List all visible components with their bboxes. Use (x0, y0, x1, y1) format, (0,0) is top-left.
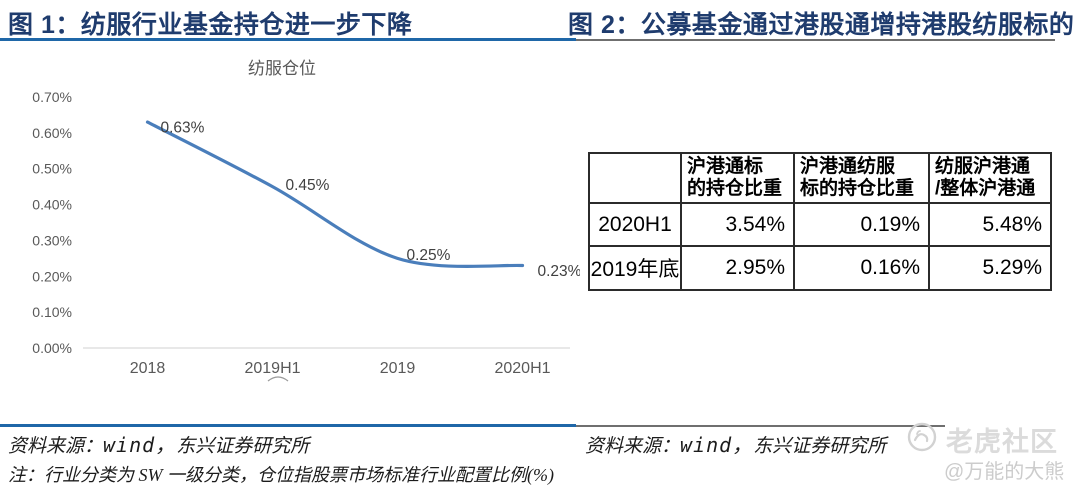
x-axis-tick-label: 2019H1 (244, 360, 300, 377)
series-line-textile-position (145, 120, 525, 269)
figure2-title: 图 2：公募基金通过港股通增持港股纺服标的 (568, 11, 1075, 39)
y-axis-tick-label: 0.10% (32, 304, 72, 320)
fund-position-line-chart: 纺服仓位 0.00% 0.10% 0.20% 0.30% 0.40% 0.50% 0.60% 0… (32, 59, 581, 382)
table-header-ratio: 纺服沪港通 /整体沪港通 (928, 152, 1052, 204)
cell-value: 5.29% (928, 245, 1052, 291)
table-header-hk-weight: 沪港通标 的持仓比重 (680, 152, 795, 204)
data-point-label: 0.25% (407, 247, 451, 264)
x-axis-tick-label: 2018 (130, 360, 166, 377)
figure1-note: 注：行业分类为 SW 一级分类，仓位指股票市场标准行业配置比例(%) (8, 465, 554, 485)
figure1-source-line: 资料来源：wind，东兴证券研究所 (8, 429, 309, 458)
data-point-label: 0.63% (161, 120, 205, 137)
row-label-2019: 2019年底 (588, 245, 682, 291)
row-label-2020h1: 2020H1 (588, 202, 682, 247)
figure1-title-underline (0, 38, 576, 41)
axis-artifact-mark (267, 376, 289, 382)
tiger-community-logo-icon (907, 422, 937, 452)
y-axis-tick-label: 0.50% (32, 161, 72, 177)
source-prefix: 资料来源： (585, 436, 681, 457)
figure1-title: 图 1：纺服行业基金持仓进一步下降 (8, 11, 413, 39)
y-axis-tick-label: 0.30% (32, 232, 72, 248)
x-axis-tick-label: 2020H1 (494, 360, 550, 377)
table-header-textile-weight: 沪港通纺服 标的持仓比重 (793, 152, 930, 204)
figure2-source-line: 资料来源：wind，东兴证券研究所 (585, 429, 886, 458)
cell-value: 3.54% (680, 202, 795, 247)
x-axis-tick-label: 2019 (380, 360, 416, 377)
data-point-label: 0.23% (538, 263, 581, 280)
source-institute: 东兴证券研究所 (176, 436, 310, 457)
y-axis-tick-label: 0.60% (32, 125, 72, 141)
y-axis-tick-label: 0.00% (32, 340, 72, 356)
figure2-title-underline (576, 38, 1055, 41)
y-axis-tick-label: 0.20% (32, 268, 72, 284)
cell-value: 0.19% (793, 202, 930, 247)
table-header-empty (588, 152, 682, 204)
source-wind: wind， (103, 433, 177, 457)
stock-connect-table: 沪港通标 的持仓比重 沪港通纺服 标的持仓比重 纺服沪港通 /整体沪港通 202… (588, 152, 1052, 291)
chart-title: 纺服仓位 (248, 59, 316, 78)
source-prefix: 资料来源： (8, 436, 104, 457)
figure2-footer-rule (576, 424, 945, 427)
data-point-label: 0.45% (286, 177, 330, 194)
cell-value: 2.95% (680, 245, 795, 291)
cell-value: 5.48% (928, 202, 1052, 247)
figure1-footer-rule (0, 424, 576, 427)
y-axis-tick-label: 0.70% (32, 89, 72, 105)
watermark-community-name: 老虎社区 (946, 427, 1058, 457)
source-institute: 东兴证券研究所 (753, 436, 887, 457)
watermark-user-handle: @万能的大熊 (944, 461, 1065, 483)
table-row: 2019年底 2.95% 0.16% 5.29% (588, 245, 1052, 291)
table-row: 2020H1 3.54% 0.19% 5.48% (588, 202, 1052, 247)
source-wind: wind， (680, 433, 754, 457)
table-header-row: 沪港通标 的持仓比重 沪港通纺服 标的持仓比重 纺服沪港通 /整体沪港通 (588, 152, 1052, 204)
y-axis-tick-label: 0.40% (32, 197, 72, 213)
cell-value: 0.16% (793, 245, 930, 291)
